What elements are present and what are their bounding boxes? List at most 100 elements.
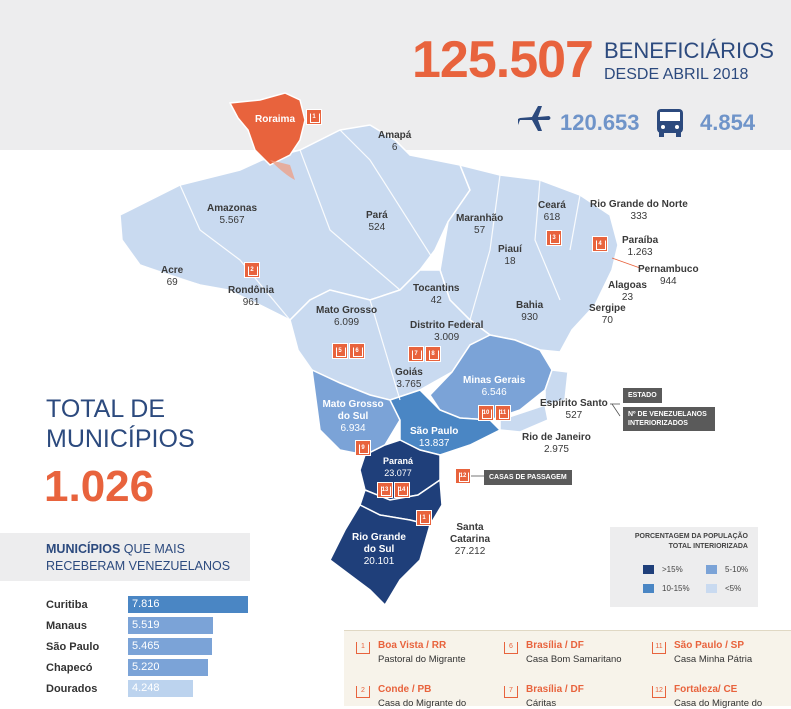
beneficiaries-label: BENEFICIÁRIOS (604, 38, 774, 63)
state-label-sergipe: Sergipe 70 (589, 303, 626, 326)
legend-label: <5% (725, 584, 742, 593)
casas-de-passagem-panel (344, 630, 791, 706)
state-borders (139, 129, 581, 401)
total-municipios-heading: TOTAL DE MUNICÍPIOS (46, 395, 195, 453)
state-label-santa-catarina: Santa Catarina 27.212 (449, 522, 490, 557)
casa-house-icon: 6 (504, 642, 518, 654)
state-rio-de-janeiro (499, 404, 549, 433)
state-minas-gerais (429, 334, 553, 421)
state-label-tocantins: Tocantins 42 (413, 283, 460, 306)
casa-item: Brasília / DF Casa Bom Samaritano (526, 640, 622, 665)
tag-estado: ESTADO (623, 388, 662, 403)
state-label-amapa: Amapá 6 (378, 130, 412, 153)
state-espirito-santo (544, 369, 569, 406)
legend-swatch (643, 565, 654, 574)
legend-swatch (706, 565, 717, 574)
house-number: 4 (598, 241, 602, 247)
house-number: 1 (422, 515, 426, 521)
ranking-bar: 7.816 (128, 596, 248, 613)
house-number: 5 (338, 348, 342, 354)
state-label-rio-grande-do-norte: Rio Grande do Norte 333 (590, 199, 688, 222)
house-number: 2 (250, 267, 254, 273)
casa-city: Brasília / DF (526, 684, 584, 695)
house-number: 11 (499, 410, 507, 416)
state-rio-grande-do-sul (329, 504, 431, 607)
state-label-rondonia: Rondônia 961 (228, 285, 275, 308)
house-icon: 8 (425, 346, 441, 362)
state-label-mato-grosso: Mato Grosso 6.099 (316, 305, 378, 328)
house-number: 3 (552, 235, 556, 241)
bus-count: 4.854 (700, 110, 756, 135)
house-icon: 11 (495, 405, 511, 421)
house-icon: 3 (546, 230, 562, 246)
house-number: 9 (361, 445, 365, 451)
casa-city: Fortaleza/ CE (674, 684, 738, 695)
bus-icon (657, 109, 683, 137)
since-label: DESDE ABRIL 2018 (604, 66, 749, 83)
casa-item: Brasília / DF Cáritas (526, 684, 584, 709)
house-icon: 1 (416, 510, 432, 526)
house-number: 1 (312, 114, 316, 120)
house-number: 6 (355, 348, 359, 354)
ranking-bar: 5.519 (128, 617, 213, 634)
airplane-icon (518, 106, 551, 131)
house-icon: 14 (394, 482, 410, 498)
state-label-mato-grosso-do-sul: Mato Grosso do Sul 6.934 (322, 399, 384, 434)
house-icon: 12 (455, 468, 471, 484)
casa-city: Brasília / DF (526, 640, 584, 651)
house-icon: 1 (306, 109, 322, 125)
state-sao-paulo (388, 389, 502, 456)
house-icon: 7 (408, 346, 424, 362)
municipios-heading-band (0, 533, 250, 581)
house-icon: 9 (355, 440, 371, 456)
legend-title: PORCENTAGEM DA POPULAÇÃO TOTAL INTERIORI… (634, 533, 748, 550)
casa-city: São Paulo / SP (674, 640, 745, 651)
ranking-bar: 5.465 (128, 638, 212, 655)
casa-name: Casa Minha Pátria (674, 654, 753, 665)
air-count: 120.653 (560, 110, 640, 135)
legend-swatch (643, 584, 654, 593)
ranking-bar: 5.220 (128, 659, 208, 676)
ranking-city: Dourados (46, 683, 98, 695)
house-number: 14 (398, 487, 406, 493)
ranking-city: São Paulo (46, 641, 100, 653)
ranking-city: Manaus (46, 620, 87, 632)
legend-label: 10-15% (662, 584, 690, 593)
house-icon: 5 (332, 343, 348, 359)
house-number: 10 (482, 410, 490, 416)
legend-swatch (706, 584, 717, 593)
tag-casas-de-passagem: CASAS DE PASSAGEM (484, 470, 572, 485)
state-label-parana: Paraná 23.077 (383, 456, 414, 478)
state-label-goias: Goiás 3.765 (395, 367, 423, 390)
state-label-piaui: Piauí 18 (498, 244, 522, 267)
state-label-rio-grande-do-sul: Rio Grande do Sul 20.101 (352, 532, 406, 567)
tag-venezuelanos: Nº DE VENEZUELANOS INTERIORIZADOS (623, 407, 715, 431)
casa-house-icon: 7 (504, 686, 518, 698)
casa-name: Cáritas (526, 698, 557, 709)
state-label-espirito-santo: Espírito Santo 527 (540, 398, 608, 421)
house-number: 8 (431, 351, 435, 357)
casa-house-icon: 2 (356, 686, 370, 698)
legend-panel (610, 527, 758, 607)
state-label-acre: Acre 69 (161, 265, 184, 288)
total-beneficiaries: 125.507 (412, 31, 594, 89)
state-label-roraima: Roraima (255, 114, 296, 125)
house-icon: 2 (244, 262, 260, 278)
state-label-distrito-federal: Distrito Federal 3.009 (410, 320, 484, 343)
legend-label: >15% (662, 565, 683, 574)
state-label-amazonas: Amazonas 5.567 (207, 203, 258, 226)
casa-house-icon: 12 (652, 686, 666, 698)
house-number: 7 (414, 351, 418, 357)
total-municipios-value: 1.026 (44, 462, 155, 511)
casa-city: Boa Vista / RR (378, 640, 447, 651)
house-icon: 4 (592, 236, 608, 252)
casa-name: Casa Bom Samaritano (526, 654, 622, 665)
casa-house-icon: 11 (652, 642, 666, 654)
house-icon: 6 (349, 343, 365, 359)
state-label-pernambuco: Pernambuco 944 (638, 264, 699, 287)
state-label-alagoas: Alagoas 23 (608, 280, 647, 303)
casa-item: São Paulo / SP Casa Minha Pátria (674, 640, 752, 665)
house-number: 12 (459, 473, 467, 479)
house-icon: 10 (478, 405, 494, 421)
